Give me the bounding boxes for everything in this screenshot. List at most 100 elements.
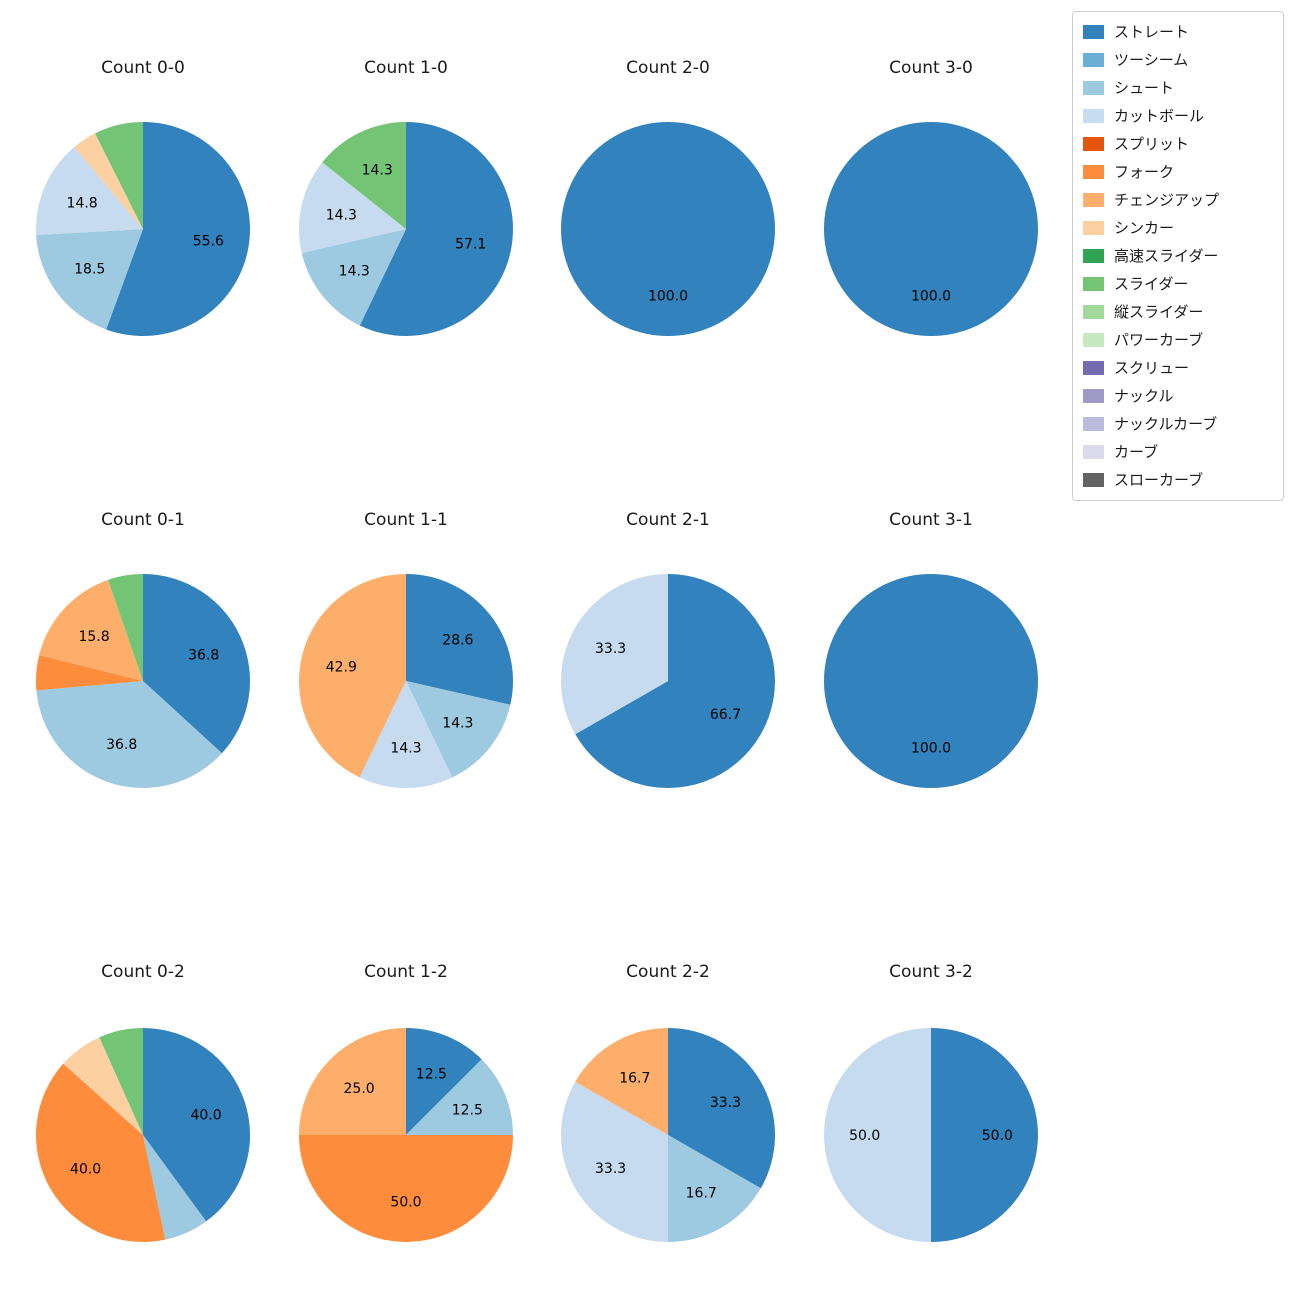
pie-slice — [359, 681, 453, 789]
legend-swatch — [1083, 389, 1104, 403]
legend-item: ツーシーム — [1083, 50, 1273, 70]
pie-chart: 50.0 50.0 — [824, 1028, 1038, 1242]
pie-slice — [63, 1037, 143, 1135]
pie-chart: 100.0 — [824, 574, 1038, 788]
pie-slice-label: 55.6 — [193, 234, 224, 250]
pie-slice — [824, 122, 1038, 336]
pie-chart: 55.6 18.5 14.8 — [35, 122, 250, 337]
pie-slice-label: 100.0 — [911, 740, 951, 756]
pie-slice-label: 50.0 — [390, 1194, 421, 1210]
legend-swatch — [1083, 333, 1104, 347]
pie-slice — [36, 1063, 166, 1242]
legend-label: スライダー — [1114, 275, 1189, 293]
legend-swatch — [1083, 109, 1104, 123]
pie-slice — [561, 122, 775, 336]
legend-swatch — [1083, 193, 1104, 207]
pie-slice-label: 14.3 — [326, 207, 357, 223]
pie-slice-label: 33.3 — [710, 1095, 741, 1111]
pie-chart: 40.0 40.0 — [36, 1028, 251, 1242]
pie-slice-label: 14.3 — [339, 263, 370, 279]
legend-label: シュート — [1114, 79, 1175, 97]
legend-swatch — [1083, 361, 1104, 375]
pie-chart: 12.5 12.5 50.0 25.0 — [299, 1028, 513, 1242]
pie-slice — [575, 1028, 668, 1135]
pie-slice-label: 12.5 — [452, 1103, 483, 1119]
legend-swatch — [1083, 277, 1104, 291]
pie-slice — [668, 1028, 776, 1189]
pie-chart: 36.8 36.8 15.8 — [36, 574, 251, 789]
pie-slice — [298, 574, 406, 778]
legend-item: スクリュー — [1083, 358, 1273, 378]
pie-chart: 33.3 16.7 33.3 16.7 — [560, 1028, 776, 1242]
pie-slice-label: 50.0 — [849, 1128, 880, 1144]
legend-label: シンカー — [1114, 219, 1175, 237]
pie-slice — [406, 1059, 513, 1135]
pie-slice-label: 33.3 — [595, 641, 626, 657]
legend: ストレート ツーシーム シュート カットボール スプリット フォーク チェンジアップ シンカー… — [1072, 11, 1284, 501]
chart-title: Count 3-1 — [889, 510, 973, 530]
pie-slice-label: 42.9 — [326, 659, 357, 675]
legend-label: ツーシーム — [1114, 51, 1189, 69]
legend-swatch — [1083, 137, 1104, 151]
legend-label: パワーカーブ — [1114, 331, 1204, 349]
legend-swatch — [1083, 25, 1104, 39]
pie-slice-label: 14.3 — [442, 715, 473, 731]
chart-title: Count 1-0 — [364, 58, 448, 78]
pie-slice-label: 40.0 — [190, 1107, 221, 1123]
pie-slice — [406, 681, 511, 778]
pie-slice-label: 15.8 — [78, 629, 109, 645]
pie-slice — [299, 1135, 513, 1242]
pie-slice — [575, 574, 775, 788]
legend-swatch — [1083, 473, 1104, 487]
legend-item: ナックル — [1083, 386, 1273, 406]
pie-slice-label: 36.8 — [188, 647, 219, 663]
legend-label: カットボール — [1114, 107, 1205, 125]
legend-item: ナックルカーブ — [1083, 414, 1273, 434]
chart-title: Count 3-2 — [889, 962, 973, 982]
pie-slice — [824, 1028, 931, 1242]
pie-slice-label: 36.8 — [106, 737, 137, 753]
pie-slice — [106, 122, 250, 337]
legend-swatch — [1083, 81, 1104, 95]
pie-slice — [359, 121, 514, 336]
pie-slice — [36, 229, 143, 330]
pie-slice-label: 33.3 — [595, 1161, 626, 1177]
legend-swatch — [1083, 417, 1104, 431]
legend-item: シュート — [1083, 78, 1273, 98]
pie-slice-label: 12.5 — [416, 1067, 447, 1083]
chart-title: Count 2-0 — [626, 58, 710, 78]
legend-item: シンカー — [1083, 218, 1273, 238]
pie-slice — [99, 1028, 143, 1135]
pie-slice — [668, 1135, 761, 1242]
legend-item: チェンジアップ — [1083, 190, 1273, 210]
pie-slice-label: 28.6 — [442, 633, 473, 649]
chart-title: Count 1-2 — [364, 962, 448, 982]
legend-label: 高速スライダー — [1114, 247, 1219, 265]
pie-slice — [322, 122, 406, 229]
pie-slice — [36, 681, 222, 789]
pie-slice — [74, 133, 143, 229]
legend-item: カーブ — [1083, 442, 1273, 462]
pie-slice-label: 50.0 — [982, 1128, 1013, 1144]
legend-label: スクリュー — [1114, 359, 1190, 377]
chart-title: Count 3-0 — [889, 58, 973, 78]
legend-label: ナックルカーブ — [1114, 415, 1218, 433]
pie-slice-label: 14.3 — [390, 740, 421, 756]
pie-slice — [560, 574, 668, 735]
pie-slice — [406, 1028, 482, 1135]
pie-slice — [35, 146, 143, 236]
pie-slice-label: 16.7 — [619, 1071, 650, 1087]
pie-slice — [36, 655, 143, 691]
legend-item: ストレート — [1083, 22, 1273, 42]
pie-slice — [143, 574, 251, 754]
chart-title: Count 2-1 — [626, 510, 710, 530]
legend-item: スプリット — [1083, 134, 1273, 154]
legend-label: カーブ — [1114, 443, 1159, 461]
pie-slice-label: 25.0 — [344, 1081, 375, 1097]
legend-label: 縦スライダー — [1114, 303, 1204, 321]
pie-slice — [560, 1081, 668, 1242]
pie-chart: 100.0 — [824, 122, 1038, 336]
legend-swatch — [1083, 249, 1104, 263]
pie-slice — [299, 1028, 406, 1135]
